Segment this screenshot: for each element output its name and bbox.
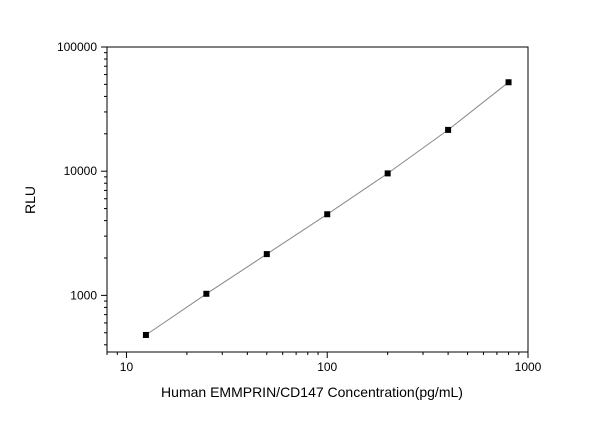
x-tick-label: 10 <box>120 360 134 374</box>
y-tick-label: 100000 <box>57 40 97 54</box>
fit-curve <box>145 81 509 336</box>
y-tick-label: 1000 <box>70 288 97 302</box>
x-axis-title: Human EMMPRIN/CD147 Concentration(pg/mL) <box>161 384 463 400</box>
data-point <box>505 79 512 86</box>
y-tick-label: 10000 <box>64 164 98 178</box>
plot-frame <box>106 46 529 353</box>
x-axis: 10 100 1000 <box>106 352 542 374</box>
x-tick-label: 100 <box>317 360 337 374</box>
data-point <box>203 290 210 297</box>
data-point <box>324 211 331 218</box>
data-point <box>142 331 149 338</box>
data-point <box>263 251 270 258</box>
series-layer <box>142 79 512 338</box>
data-point <box>445 126 452 133</box>
y-axis: 1000 10000 100000 <box>57 40 107 346</box>
data-point <box>384 170 391 177</box>
plot-border <box>106 46 529 353</box>
y-axis-title: RLU <box>22 186 38 214</box>
x-tick-label: 1000 <box>515 360 542 374</box>
